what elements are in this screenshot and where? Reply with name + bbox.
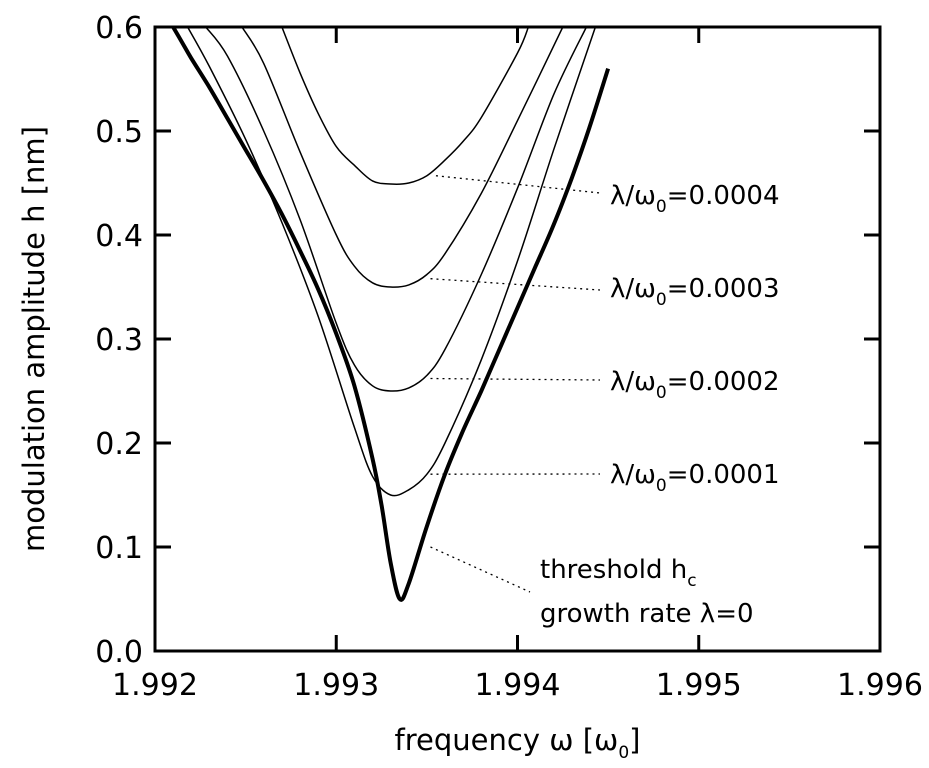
y-tick-label: 0.1	[95, 531, 143, 566]
leader-line	[435, 175, 601, 194]
x-tick-label: 1.996	[837, 668, 923, 703]
series-line-3	[241, 27, 564, 288]
annotation-label: λ/ω0=0.0003	[610, 274, 780, 310]
leader-line	[430, 278, 601, 291]
leader-line	[430, 377, 601, 381]
series-line-0	[171, 27, 611, 602]
annotation-label: λ/ω0=0.0004	[610, 181, 780, 217]
curves-group	[171, 27, 611, 602]
x-tick-label: 1.994	[475, 668, 561, 703]
annotation-label-line2: growth rate λ=0	[540, 599, 754, 629]
y-tick-label: 0.6	[95, 11, 143, 46]
annotation-label: λ/ω0=0.0002	[610, 367, 780, 403]
axes-group	[153, 25, 882, 653]
series-line-1	[186, 27, 597, 497]
y-tick-label: 0.2	[95, 427, 143, 462]
labels-group: 1.992 1.993 1.994 1.995 1.996 0.0 0.1 0.2 0.3 0.4…	[17, 11, 923, 763]
x-axis-title: frequency ω [ω0]	[395, 723, 641, 763]
y-tick-label: 0.4	[95, 219, 143, 254]
y-tick-label: 0.5	[95, 115, 143, 150]
annotation-label: threshold hc	[540, 555, 697, 591]
x-tick-label: 1.995	[656, 668, 742, 703]
y-axis-title: modulation amplitude h [nm]	[17, 126, 51, 552]
series-line-2	[205, 27, 588, 392]
leader-lines-group	[430, 175, 601, 593]
x-tick-label: 1.992	[112, 668, 198, 703]
leader-line	[430, 546, 531, 593]
y-tick-label: 0.0	[95, 635, 143, 670]
y-tick-label: 0.3	[95, 323, 143, 358]
annotation-label: λ/ω0=0.0001	[610, 460, 780, 496]
series-line-4	[281, 27, 530, 185]
x-tick-label: 1.993	[293, 668, 379, 703]
